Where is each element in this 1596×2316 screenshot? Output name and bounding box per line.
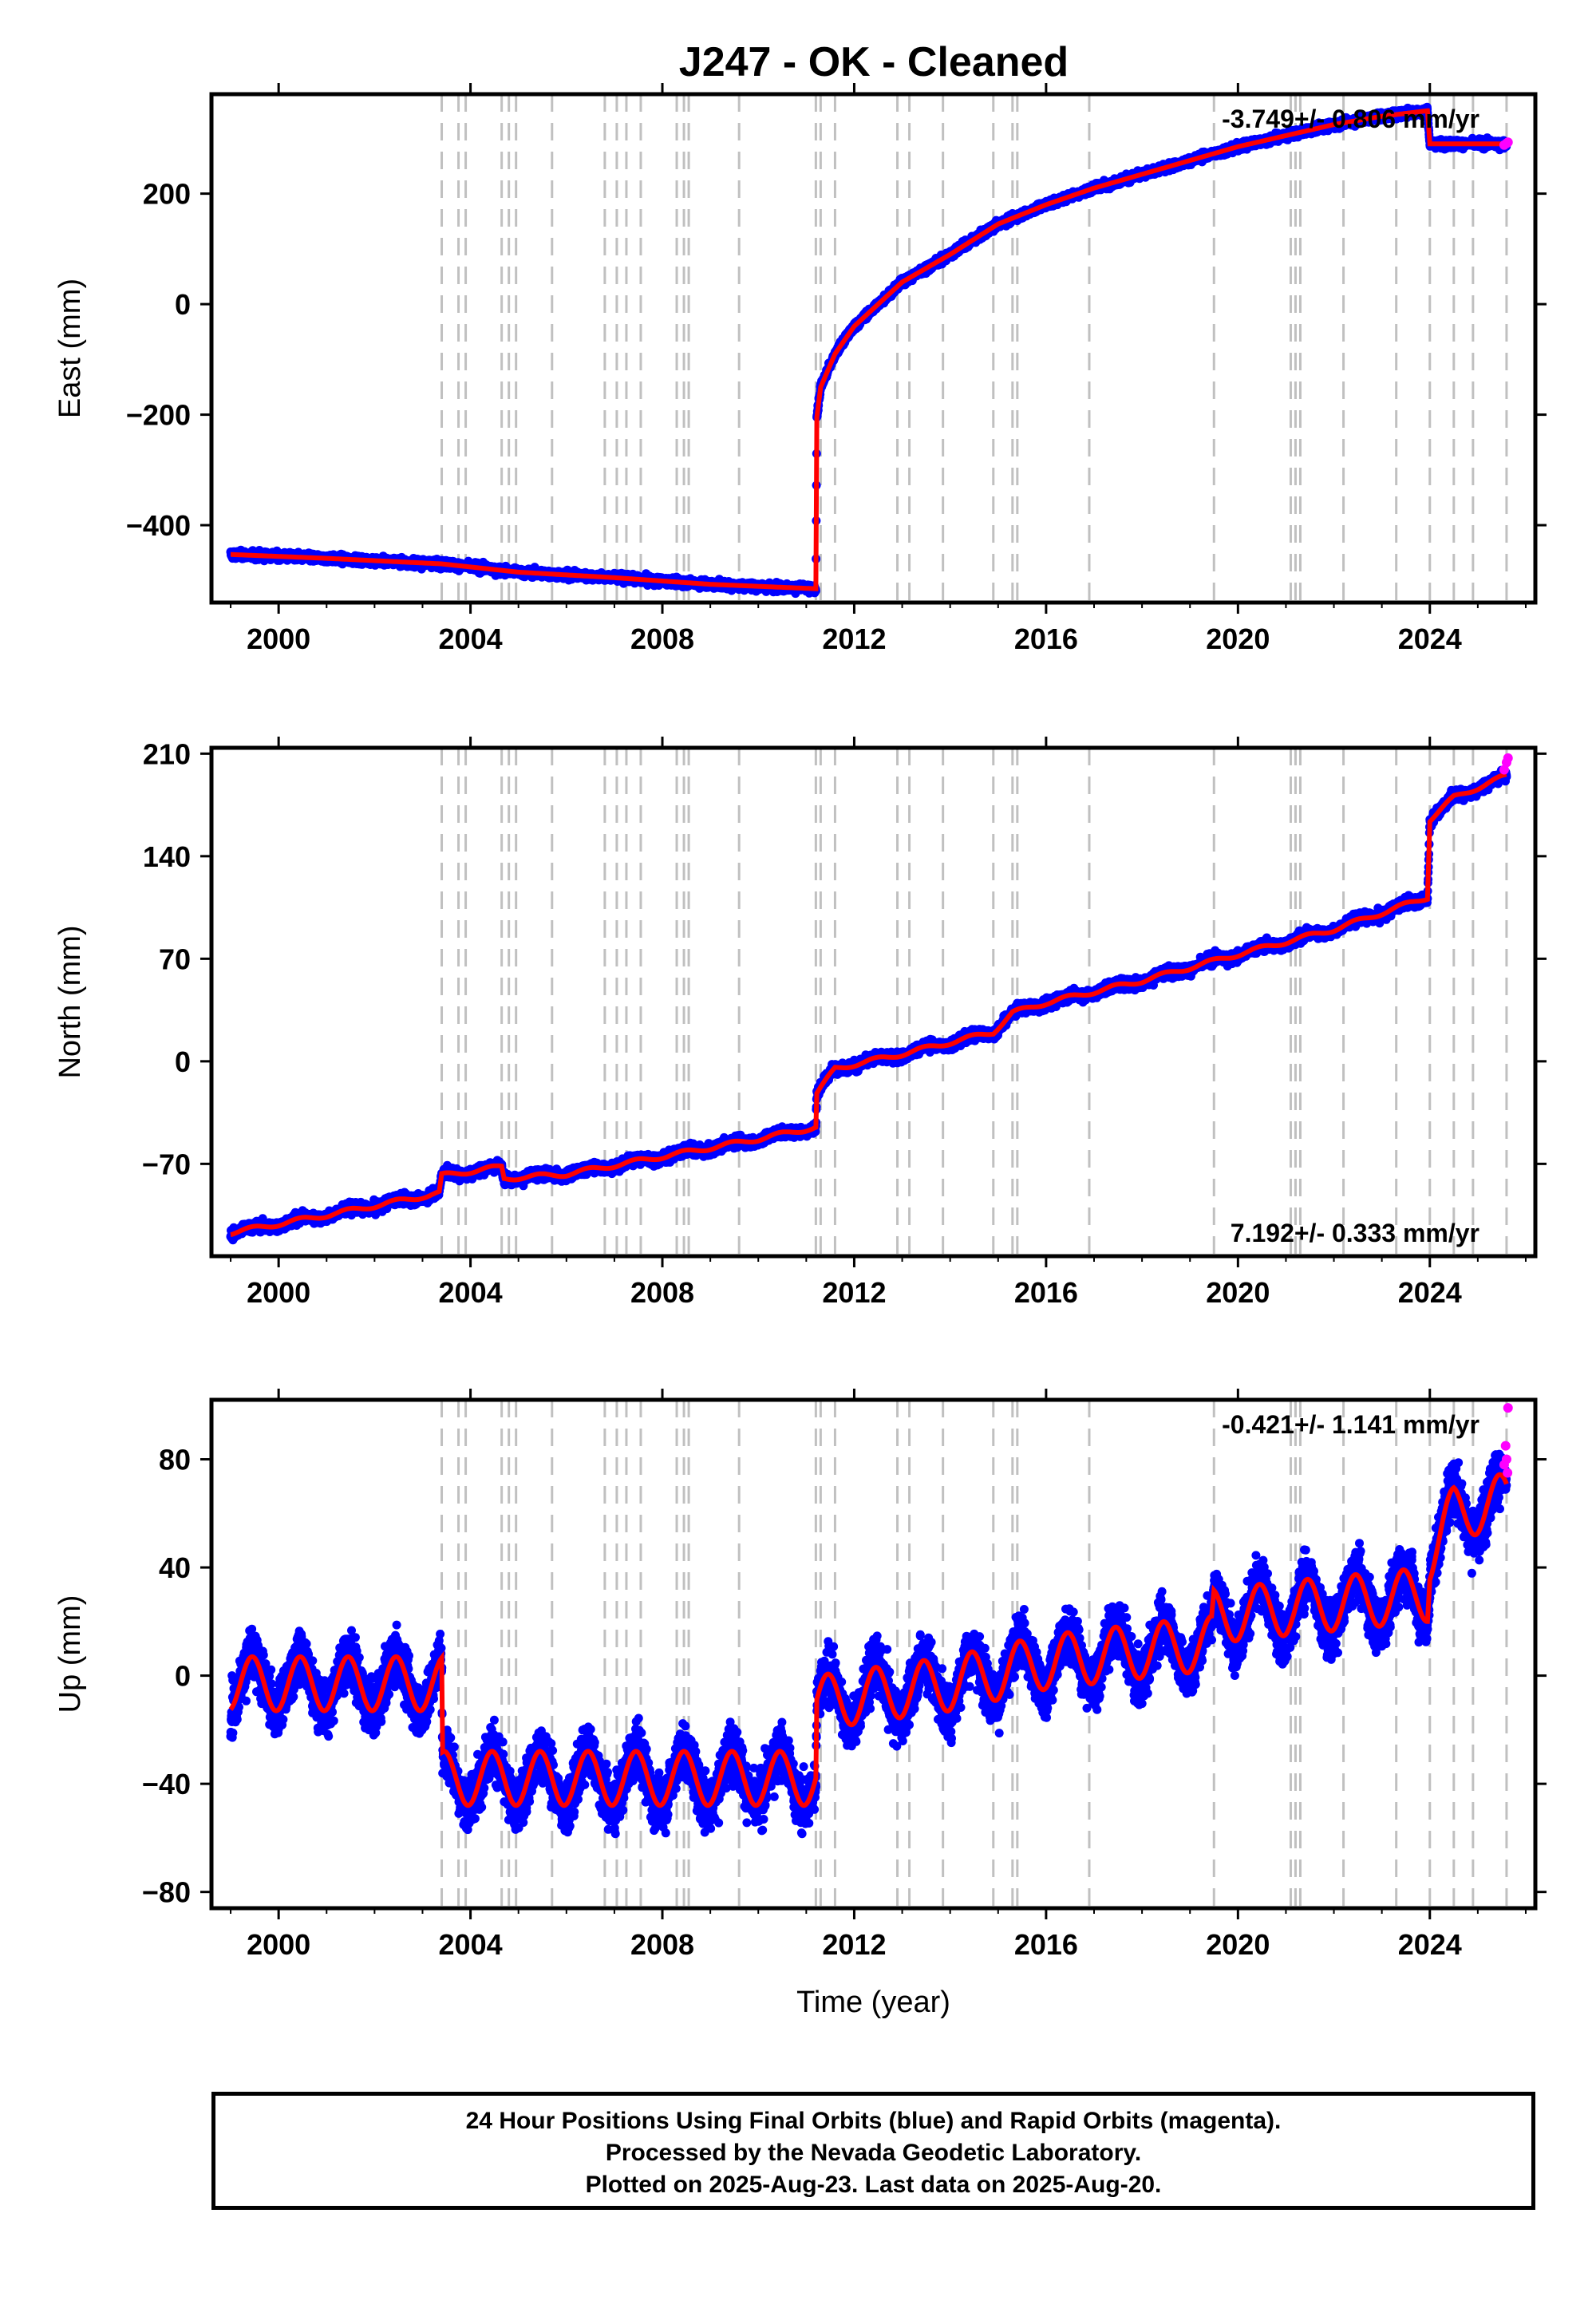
panel-1: 2000 2004 2008 2012 2016 2020 2024−400−2000200… (53, 83, 1547, 655)
figure-title: J247 - OK - Cleaned (679, 39, 1069, 85)
final-orbit-points (226, 102, 1511, 599)
plot-area (226, 94, 1513, 603)
